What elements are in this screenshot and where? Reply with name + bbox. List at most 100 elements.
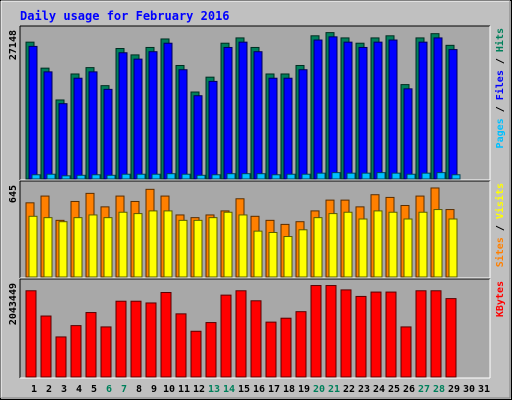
- bar-pages: [106, 174, 116, 180]
- bar-visits: [238, 214, 248, 278]
- bar-files: [313, 39, 323, 180]
- bar-kbytes: [190, 330, 202, 378]
- x-tick-label: 4: [76, 384, 82, 395]
- bar-files: [103, 88, 113, 180]
- panel-max-label: 2043449: [8, 283, 19, 325]
- bar-files: [28, 45, 38, 180]
- panel-3: 2043449 KBytes: [8, 278, 506, 379]
- bar-kbytes: [370, 291, 382, 378]
- bar-visits: [43, 217, 53, 278]
- bar-kbytes: [175, 313, 187, 378]
- bar-visits: [433, 209, 443, 278]
- panel-1: 27148 Pages / Files / Hits: [8, 25, 506, 181]
- bar-files: [193, 95, 203, 180]
- bar-visits: [373, 210, 383, 278]
- bar-kbytes: [295, 311, 307, 378]
- bar-visits: [88, 214, 98, 278]
- bar-pages: [436, 172, 446, 180]
- bar-kbytes: [130, 300, 142, 378]
- x-tick-label: 15: [238, 384, 250, 395]
- bar-pages: [166, 173, 176, 180]
- x-tick-label: 21: [328, 384, 340, 395]
- bar-kbytes: [100, 326, 112, 378]
- bar-files: [283, 77, 293, 180]
- bar-files: [358, 46, 368, 180]
- x-tick-label: 19: [298, 384, 310, 395]
- bar-kbytes: [385, 291, 397, 378]
- bar-files: [433, 37, 443, 180]
- bar-kbytes: [70, 325, 82, 378]
- bar-visits: [178, 219, 188, 278]
- bar-pages: [31, 174, 41, 180]
- bar-files: [268, 77, 278, 180]
- legend-entry: KBytes: [495, 281, 506, 317]
- bar-files: [373, 41, 383, 180]
- bar-pages: [181, 173, 191, 180]
- bar-files: [328, 36, 338, 180]
- bar-visits: [448, 218, 458, 278]
- x-tick-label: 27: [418, 384, 430, 395]
- bar-files: [163, 42, 173, 180]
- bar-kbytes: [55, 336, 67, 378]
- x-tick-label: 29: [448, 384, 460, 395]
- bar-kbytes: [115, 300, 127, 378]
- bar-kbytes: [340, 289, 352, 378]
- bar-pages: [391, 172, 401, 180]
- bar-files: [343, 41, 353, 180]
- bar-visits: [58, 221, 68, 278]
- bar-kbytes: [400, 326, 412, 378]
- bar-visits: [328, 213, 338, 278]
- x-tick-label: 18: [283, 384, 295, 395]
- bar-pages: [61, 175, 71, 180]
- bar-files: [403, 88, 413, 180]
- bar-kbytes: [205, 322, 217, 378]
- bar-kbytes: [40, 315, 52, 378]
- bar-files: [448, 49, 458, 180]
- bar-kbytes: [85, 312, 97, 378]
- legend-entry: Hits: [494, 28, 506, 52]
- bar-files: [388, 39, 398, 180]
- x-tick-label: 8: [136, 384, 142, 395]
- bar-pages: [211, 174, 221, 180]
- bar-visits: [223, 211, 233, 278]
- bar-pages: [316, 172, 326, 180]
- bar-kbytes: [430, 290, 442, 378]
- panel-legend: KBytes: [495, 281, 506, 317]
- bar-pages: [331, 172, 341, 180]
- legend-entry: /: [495, 52, 506, 70]
- x-tick-label: 20: [313, 384, 325, 395]
- bar-files: [43, 71, 53, 180]
- bar-visits: [343, 211, 353, 278]
- bar-pages: [271, 174, 281, 180]
- x-tick-label: 14: [223, 384, 235, 395]
- x-tick-label: 3: [61, 384, 67, 395]
- x-tick-label: 1: [31, 384, 37, 395]
- legend-entry: Visits: [494, 183, 506, 219]
- x-tick-label: 2: [46, 384, 52, 395]
- x-tick-label: 17: [268, 384, 280, 395]
- chart-title: Daily usage for February 2016: [20, 9, 230, 23]
- x-tick-label: 7: [121, 384, 127, 395]
- bar-visits: [313, 217, 323, 278]
- bar-files: [88, 71, 98, 180]
- bar-visits: [193, 219, 203, 278]
- legend-entry: Files: [494, 70, 506, 100]
- x-tick-label: 11: [178, 384, 190, 395]
- x-tick-label: 30: [463, 384, 475, 395]
- bar-pages: [286, 173, 296, 180]
- bar-visits: [73, 217, 83, 278]
- bar-files: [238, 41, 248, 180]
- bar-visits: [283, 236, 293, 278]
- bar-visits: [103, 217, 113, 278]
- bar-visits: [118, 211, 128, 278]
- legend-entry: /: [495, 219, 506, 237]
- bar-pages: [226, 173, 236, 180]
- bar-pages: [376, 172, 386, 180]
- x-tick-label: 24: [373, 384, 385, 395]
- bar-pages: [91, 174, 101, 180]
- x-tick-label: 31: [478, 384, 490, 395]
- bar-visits: [148, 210, 158, 278]
- bar-visits: [163, 210, 173, 278]
- x-axis-labels: 1 2 3 4 5 6 7 8 9 10 11 12 13 14 15 16 17 18 19 20 21 22 23 24 2…: [31, 384, 490, 395]
